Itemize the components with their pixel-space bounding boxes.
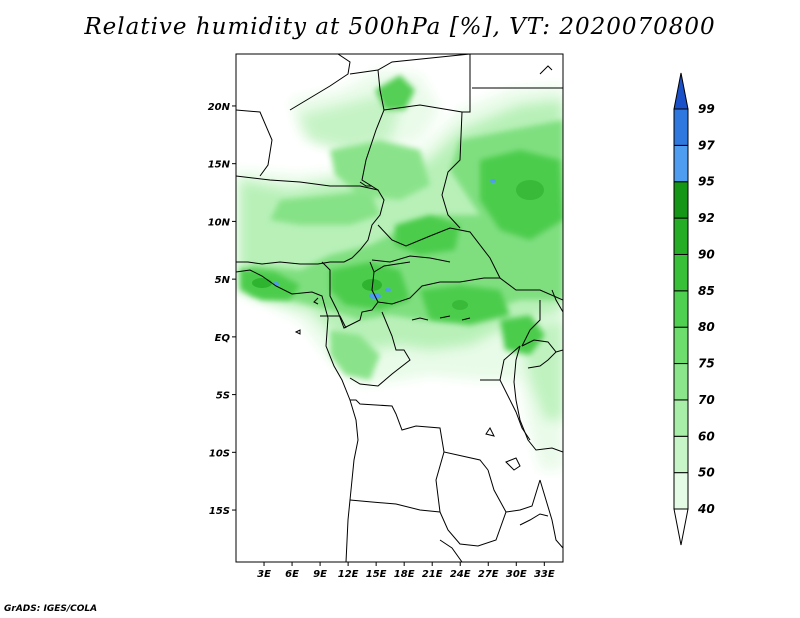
colorbar-box bbox=[673, 363, 689, 401]
colorbar-box bbox=[673, 399, 689, 437]
colorbar-box bbox=[673, 326, 689, 365]
colorbar-label: 99 bbox=[698, 102, 715, 116]
colorbar-label: 50 bbox=[698, 466, 715, 480]
lon-tick-label: 12E bbox=[338, 569, 359, 580]
lon-tick-label: 33E bbox=[534, 569, 555, 580]
lon-tick-label: 6E bbox=[285, 569, 299, 580]
colorbar-label: 70 bbox=[698, 393, 715, 407]
lat-tick-label: 10S bbox=[209, 448, 230, 459]
colorbar-label: 97 bbox=[698, 138, 715, 152]
lat-tick-label: 5N bbox=[215, 275, 231, 286]
colorbar-box bbox=[673, 290, 689, 328]
lon-tick-label: 15E bbox=[366, 569, 387, 580]
colorbar-box bbox=[673, 253, 689, 292]
colorbar-lower-triangle bbox=[673, 508, 689, 546]
map-frame bbox=[235, 53, 564, 563]
colorbar-box bbox=[673, 435, 689, 474]
colorbar-label: 40 bbox=[697, 502, 715, 516]
colorbar-upper-triangle bbox=[673, 72, 689, 110]
lon-tick-label: 18E bbox=[394, 569, 415, 580]
boundaries bbox=[236, 54, 563, 562]
colorbar-box bbox=[673, 217, 689, 255]
lon-tick-label: 9E bbox=[313, 569, 327, 580]
colorbar-box bbox=[673, 108, 689, 146]
colorbar-box bbox=[673, 181, 689, 219]
lat-tick-label: EQ bbox=[215, 333, 231, 344]
lon-tick-label: 27E bbox=[478, 569, 499, 580]
lat-tick-label: 20N bbox=[208, 102, 231, 113]
colorbar-label: 90 bbox=[698, 247, 715, 261]
lat-tick-label: 5S bbox=[216, 391, 230, 402]
humidity-field bbox=[236, 54, 563, 562]
grads-credit: GrADS: IGES/COLA bbox=[4, 604, 98, 614]
colorbar-label: 75 bbox=[698, 357, 715, 371]
longitude-axis: 3E 6E 9E 12E 15E 18E 21E 24E 27E 30E 33E bbox=[257, 562, 555, 580]
lon-tick-label: 21E bbox=[422, 569, 443, 580]
colorbar: 40 50 60 70 75 80 85 90 92 95 97 99 bbox=[673, 72, 715, 546]
lon-tick-label: 24E bbox=[450, 569, 471, 580]
colorbar-label: 60 bbox=[698, 429, 715, 443]
colorbar-label: 95 bbox=[698, 175, 715, 189]
lat-tick-label: 10N bbox=[208, 217, 231, 228]
lat-tick-label: 15S bbox=[209, 506, 230, 517]
colorbar-label: 85 bbox=[698, 284, 715, 298]
latitude-axis: 20N 15N 10N 5N EQ 5S 10S 15S bbox=[208, 102, 236, 517]
coastline bbox=[236, 269, 359, 562]
humidity-layer-92 bbox=[252, 180, 544, 310]
lon-tick-label: 3E bbox=[257, 569, 271, 580]
map-title: Relative humidity at 500hPa [%], VT: 202… bbox=[84, 14, 716, 40]
lon-tick-label: 30E bbox=[506, 569, 527, 580]
colorbar-label: 92 bbox=[698, 211, 715, 225]
colorbar-box bbox=[673, 144, 689, 183]
lat-tick-label: 15N bbox=[208, 160, 231, 171]
colorbar-label: 80 bbox=[698, 320, 715, 334]
colorbar-box bbox=[673, 472, 689, 510]
